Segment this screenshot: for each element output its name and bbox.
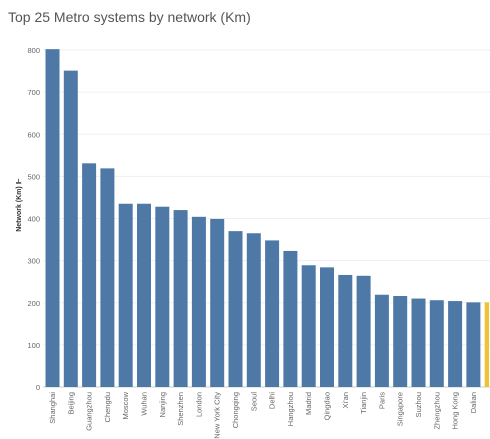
bar-wuhan[interactable]: [137, 203, 151, 387]
bar-london[interactable]: [191, 216, 206, 387]
y-tick-label: 700: [27, 88, 40, 97]
bar-dalian[interactable]: [466, 302, 481, 387]
x-tick-label: Hangzhou: [286, 392, 295, 426]
y-tick-label: 300: [27, 257, 40, 266]
y-axis-label: Network (Km) ⊩: [15, 178, 23, 232]
bar-moscow[interactable]: [118, 203, 133, 387]
x-tick-label: Shanghai: [48, 392, 57, 424]
bar-delhi[interactable]: [265, 240, 280, 387]
bar-suzhou[interactable]: [411, 298, 426, 387]
x-tick-label: Tianjin: [359, 392, 368, 414]
bar-nanjing[interactable]: [155, 206, 170, 387]
bar-guangzhou[interactable]: [82, 163, 97, 387]
bar-paris[interactable]: [374, 294, 389, 387]
x-tick-label: Xi'an: [341, 392, 350, 408]
x-tick-label: Chengdu: [103, 392, 112, 422]
x-tick-label: Delhi: [268, 392, 277, 409]
y-tick-label: 600: [27, 130, 40, 139]
bar-xi-an[interactable]: [338, 274, 353, 387]
bar-hangzhou[interactable]: [283, 250, 298, 387]
y-tick-label: 100: [27, 341, 40, 350]
x-tick-label: New York City: [213, 392, 222, 439]
x-tick-label: Seoul: [249, 392, 258, 412]
bar-shanghai[interactable]: [45, 49, 60, 387]
x-tick-label: Dalian: [469, 392, 478, 413]
x-tick-label: Nanjing: [158, 392, 167, 417]
x-tick-label: London: [194, 392, 203, 417]
y-tick-label: 800: [27, 46, 40, 55]
x-axis-labels: Shanghai Beijing Guangzhou Chengdu Moscow Wuh…: [48, 391, 478, 438]
y-tick-label: 200: [27, 299, 40, 308]
bar-chengdu[interactable]: [100, 168, 115, 387]
bar-shenzhen[interactable]: [173, 210, 188, 387]
x-tick-label: Hong Kong: [451, 392, 460, 430]
y-tick-label: 500: [27, 172, 40, 181]
x-tick-label: Guangzhou: [85, 392, 94, 431]
bar-highlighted[interactable]: [484, 302, 489, 387]
x-tick-label: Chongqing: [231, 392, 240, 428]
bars: [45, 49, 489, 388]
bar-qingdao[interactable]: [320, 267, 334, 387]
x-tick-label: Shenzhen: [176, 392, 185, 426]
x-tick-label: Beijing: [66, 392, 75, 415]
x-tick-label: Zhengzhou: [432, 392, 441, 430]
bar-singapore[interactable]: [393, 296, 408, 387]
bar-tianjin[interactable]: [356, 275, 371, 387]
x-tick-label: Suzhou: [414, 392, 423, 417]
bar-new-york-city[interactable]: [210, 218, 225, 387]
y-tick-label: 0: [36, 383, 40, 392]
bar-zhengzhou[interactable]: [429, 300, 444, 387]
bar-beijing[interactable]: [63, 70, 78, 388]
x-tick-label: Moscow: [121, 391, 130, 419]
x-tick-label: Qingdao: [323, 392, 332, 420]
x-tick-label: Singapore: [396, 392, 405, 426]
bar-chongqing[interactable]: [228, 231, 243, 387]
bar-hong-kong[interactable]: [448, 301, 463, 387]
bar-madrid[interactable]: [301, 265, 316, 387]
chart-title: Top 25 Metro systems by network (Km): [8, 9, 251, 25]
x-tick-label: Madrid: [304, 392, 313, 415]
bar-seoul[interactable]: [246, 233, 261, 387]
y-axis-ticks: 0 100 200 300 400 500 600 700 800: [27, 46, 40, 392]
x-tick-label: Paris: [377, 392, 386, 409]
y-tick-label: 400: [27, 215, 40, 224]
x-tick-label: Wuhan: [140, 392, 149, 416]
